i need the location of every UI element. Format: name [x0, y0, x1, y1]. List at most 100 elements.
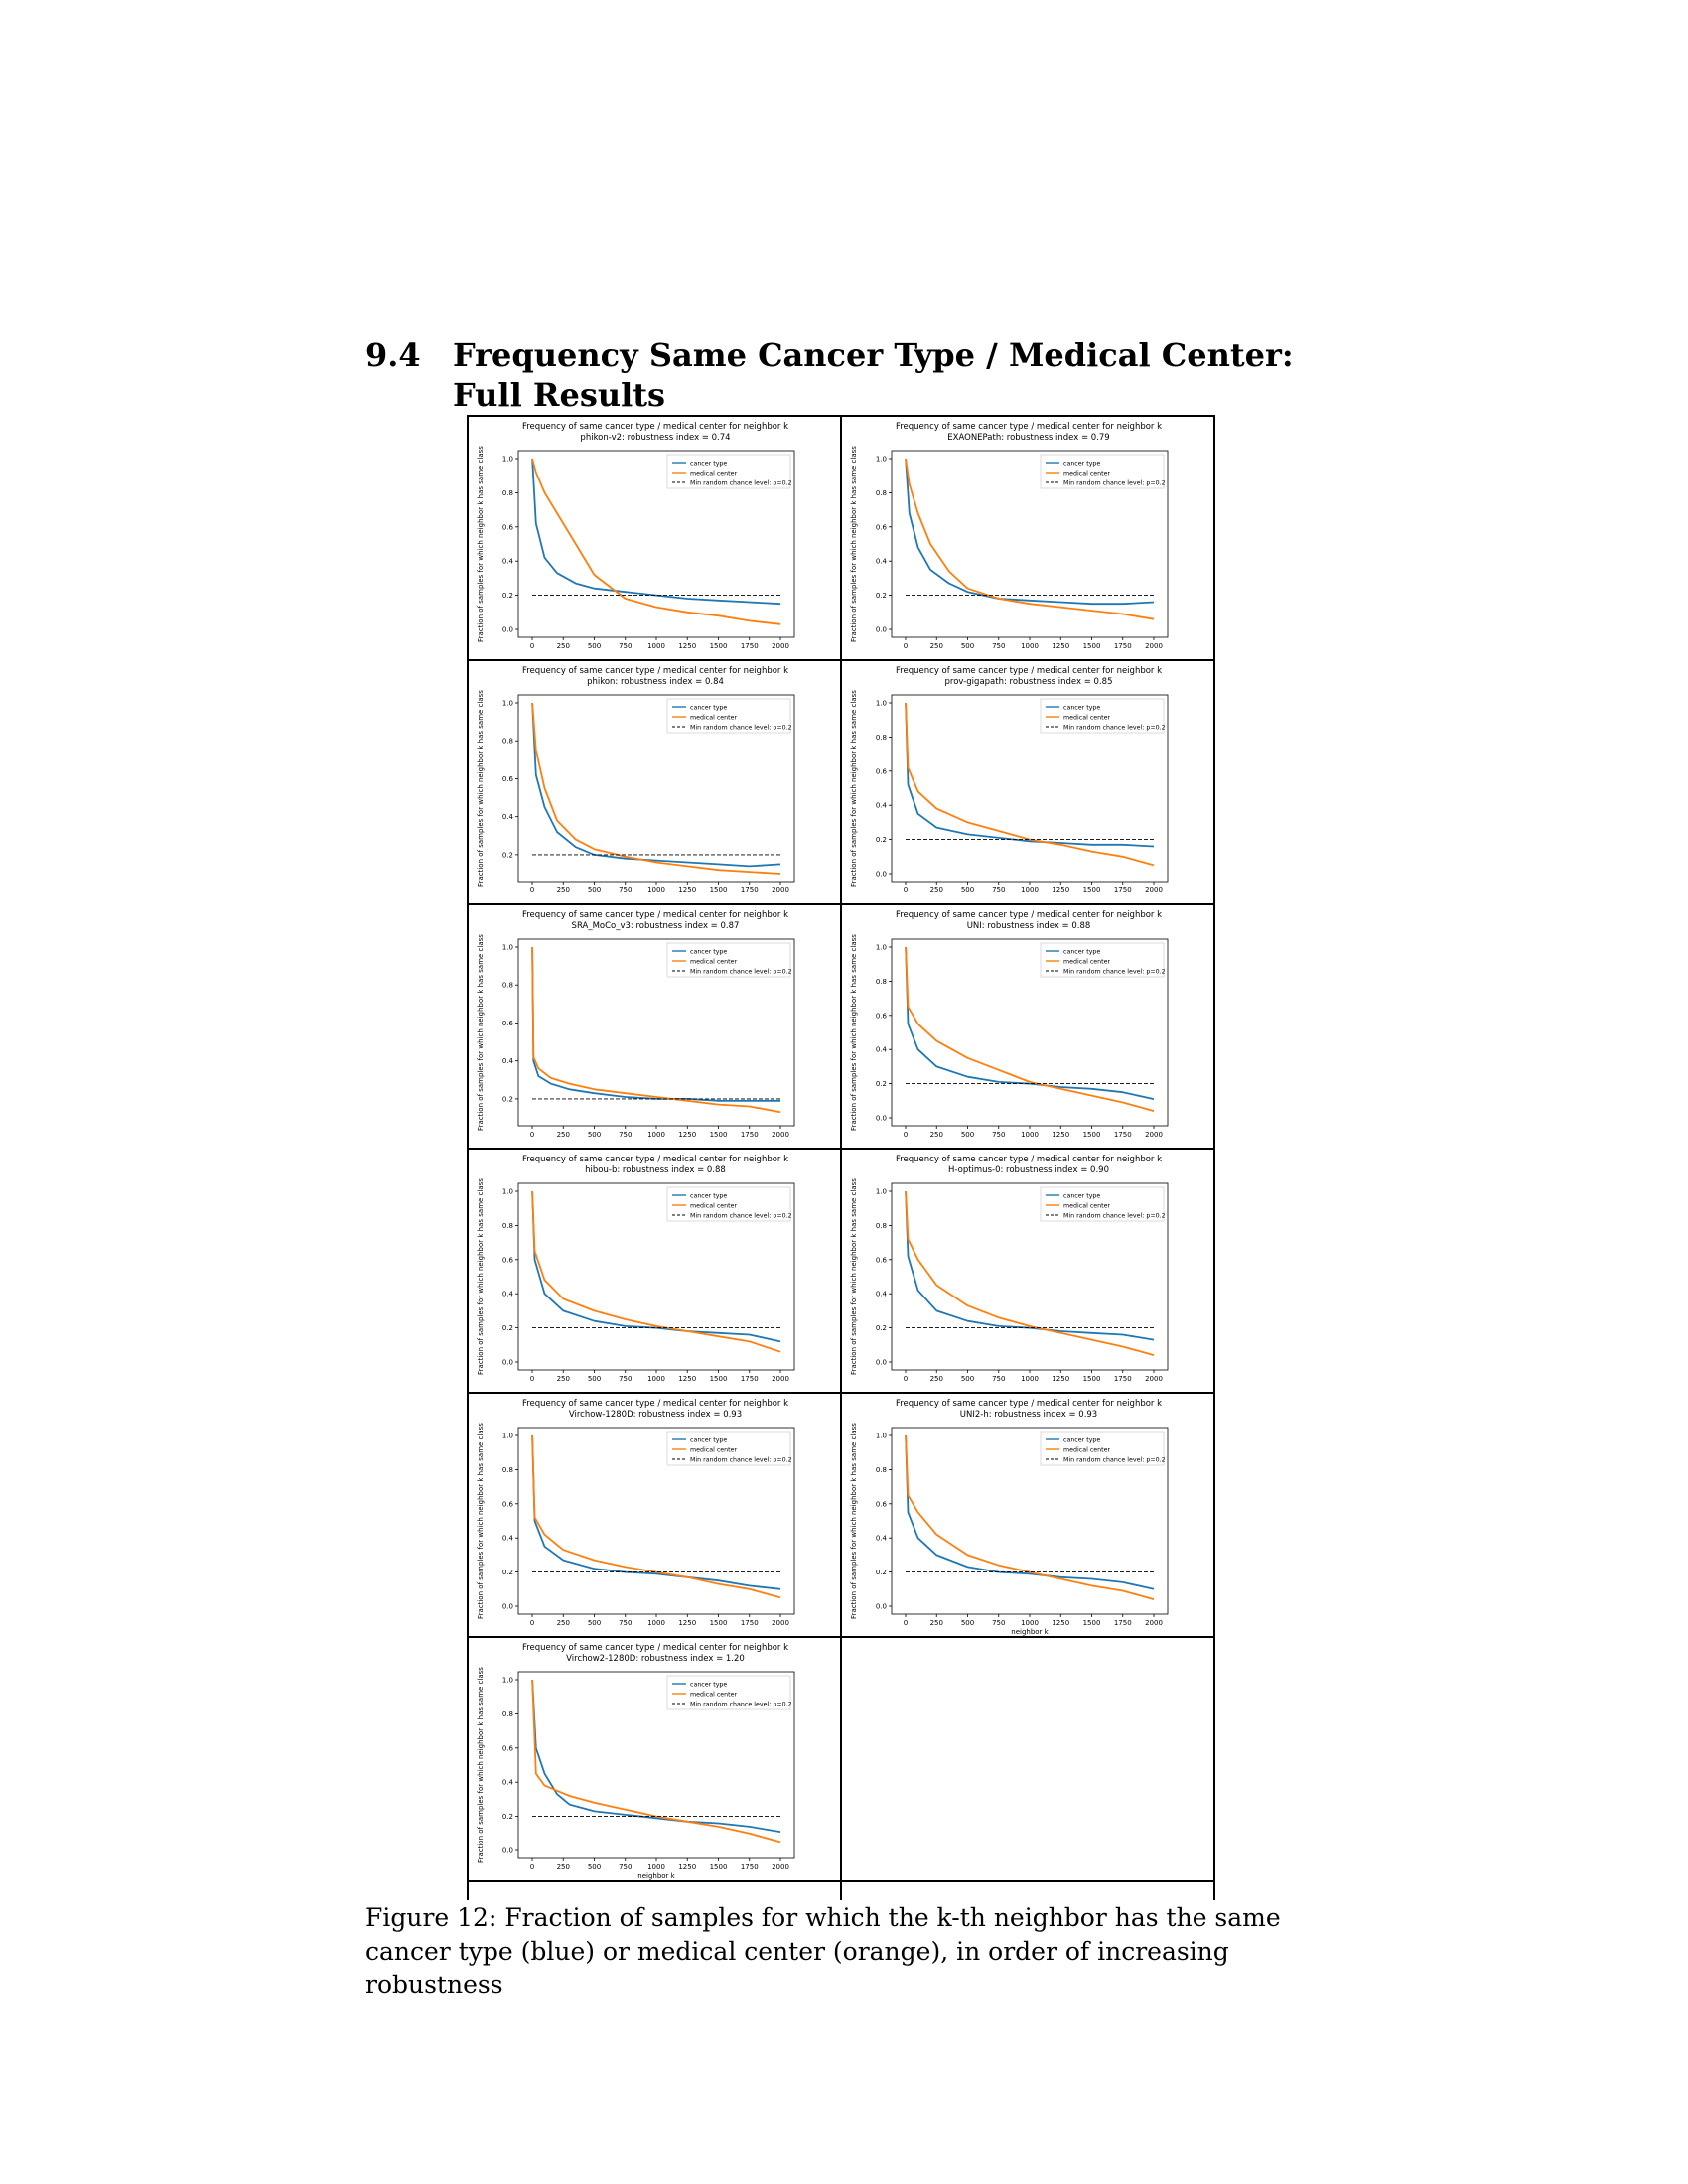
y-axis-label: Fraction of samples for which neighbor k…: [850, 690, 858, 887]
x-tick-label: 1750: [1114, 642, 1132, 650]
chart-cell: Frequency of same cancer type / medical …: [469, 661, 842, 905]
legend-label: medical center: [690, 471, 737, 478]
y-tick-label: 0.0: [876, 1359, 887, 1367]
x-tick-label: 1750: [1114, 1375, 1132, 1383]
x-tick-label: 250: [557, 1863, 570, 1871]
x-tick-label: 500: [961, 642, 974, 650]
x-tick-label: 1750: [1114, 887, 1132, 894]
y-tick-label: 0.6: [502, 1744, 514, 1752]
figure-caption: Figure 12: Fraction of samples for which…: [365, 1903, 1281, 1999]
legend-label: cancer type: [1063, 949, 1100, 956]
medical-center-line: [531, 946, 781, 1114]
x-tick-label: 1250: [678, 642, 696, 650]
y-tick-label: 0.2: [876, 1569, 887, 1576]
cancer-type-line: [531, 1190, 781, 1343]
y-tick-label: 0.0: [502, 1359, 513, 1367]
y-tick-label: 0.8: [502, 982, 513, 990]
legend-label: cancer type: [690, 1682, 727, 1689]
y-tick-label: 1.0: [876, 944, 887, 952]
y-tick-label: 0.6: [502, 1256, 514, 1264]
y-tick-label: 0.0: [502, 1847, 513, 1855]
x-tick-label: 250: [557, 1619, 570, 1627]
legend-label: cancer type: [690, 949, 727, 956]
x-tick-label: 0: [530, 887, 534, 894]
y-tick-label: 0.2: [502, 1813, 513, 1821]
x-tick-label: 2000: [1145, 1131, 1163, 1139]
y-tick-label: 0.8: [876, 1466, 887, 1474]
legend-label: cancer type: [690, 1437, 727, 1444]
y-tick-label: 0.8: [502, 738, 513, 746]
x-tick-label: 1250: [1052, 642, 1069, 650]
legend-label: Min random chance level: p=0.2: [690, 725, 792, 732]
x-tick-label: 1000: [647, 1863, 665, 1871]
chart-cell: Frequency of same cancer type / medical …: [469, 1394, 842, 1638]
x-tick-label: 750: [992, 1375, 1005, 1383]
chart-title: Frequency of same cancer type / medical …: [522, 910, 788, 920]
chart-subtitle: prov-gigapath: robustness index = 0.85: [945, 677, 1113, 687]
chart-title: Frequency of same cancer type / medical …: [896, 1399, 1162, 1409]
x-tick-label: 250: [557, 1375, 570, 1383]
y-tick-label: 1.0: [502, 1188, 513, 1196]
line-chart: Frequency of same cancer type / medical …: [850, 1399, 1169, 1636]
x-tick-label: 750: [619, 1375, 632, 1383]
x-tick-label: 1750: [741, 1863, 759, 1871]
x-tick-label: 500: [961, 887, 974, 894]
y-tick-label: 1.0: [502, 700, 513, 708]
x-tick-label: 1500: [710, 642, 728, 650]
legend-label: medical center: [1063, 1447, 1110, 1454]
x-tick-label: 750: [619, 887, 632, 894]
x-tick-label: 2000: [1145, 887, 1163, 894]
x-tick-label: 1000: [647, 1375, 665, 1383]
y-tick-label: 0.6: [876, 523, 888, 531]
legend-label: medical center: [690, 715, 737, 722]
x-tick-label: 0: [530, 1375, 534, 1383]
line-chart: Frequency of same cancer type / medical …: [850, 666, 1169, 894]
cancer-type-line: [905, 702, 1155, 848]
legend-label: cancer type: [1063, 705, 1100, 712]
table-rule: [840, 415, 842, 1900]
x-tick-label: 1000: [647, 1131, 665, 1139]
y-tick-label: 0.0: [876, 1115, 887, 1123]
legend-label: medical center: [690, 1692, 737, 1699]
x-tick-label: 2000: [1145, 642, 1163, 650]
x-tick-label: 1250: [678, 1619, 696, 1627]
legend-box: [1040, 942, 1165, 978]
x-tick-label: 750: [992, 1131, 1005, 1139]
chart-subtitle: Virchow2-1280D: robustness index = 1.20: [566, 1654, 745, 1664]
x-tick-label: 750: [619, 1131, 632, 1139]
x-tick-label: 0: [904, 887, 908, 894]
x-tick-label: 250: [930, 887, 943, 894]
x-tick-label: 2000: [772, 1131, 789, 1139]
section-number: 9.4: [365, 337, 421, 374]
x-tick-label: 0: [530, 1863, 534, 1871]
y-tick-label: 1.0: [876, 1433, 887, 1440]
y-tick-label: 0.6: [876, 1012, 888, 1020]
x-tick-label: 0: [904, 1375, 908, 1383]
y-axis-label: Fraction of samples for which neighbor k…: [477, 1667, 485, 1863]
chart-title: Frequency of same cancer type / medical …: [896, 666, 1162, 676]
y-tick-label: 0.2: [876, 592, 887, 600]
x-tick-label: 1000: [1021, 1619, 1039, 1627]
medical-center-line: [905, 946, 1155, 1112]
chart-cell: Frequency of same cancer type / medical …: [842, 661, 1215, 905]
x-tick-label: 1250: [1052, 1619, 1069, 1627]
legend-label: Min random chance level: p=0.2: [1063, 1213, 1166, 1220]
chart-subtitle: phikon-v2: robustness index = 0.74: [580, 433, 730, 443]
x-tick-label: 500: [961, 1131, 974, 1139]
cancer-type-line: [531, 1679, 781, 1833]
legend-label: Min random chance level: p=0.2: [1063, 480, 1166, 487]
medical-center-line: [905, 1190, 1155, 1356]
x-tick-label: 1750: [741, 887, 759, 894]
legend-box: [666, 454, 791, 489]
table-rule: [1213, 415, 1215, 1900]
chart-cell: Frequency of same cancer type / medical …: [842, 417, 1215, 661]
chart-subtitle: H-optimus-0: robustness index = 0.90: [948, 1165, 1109, 1175]
y-tick-label: 0.8: [876, 489, 887, 497]
y-tick-label: 0.6: [502, 1020, 514, 1027]
y-tick-label: 0.4: [876, 802, 888, 810]
chart-title: Frequency of same cancer type / medical …: [896, 422, 1162, 432]
x-tick-label: 0: [904, 642, 908, 650]
chart-title: Frequency of same cancer type / medical …: [522, 1155, 788, 1164]
y-tick-label: 0.8: [502, 1222, 513, 1230]
x-tick-label: 1750: [741, 642, 759, 650]
